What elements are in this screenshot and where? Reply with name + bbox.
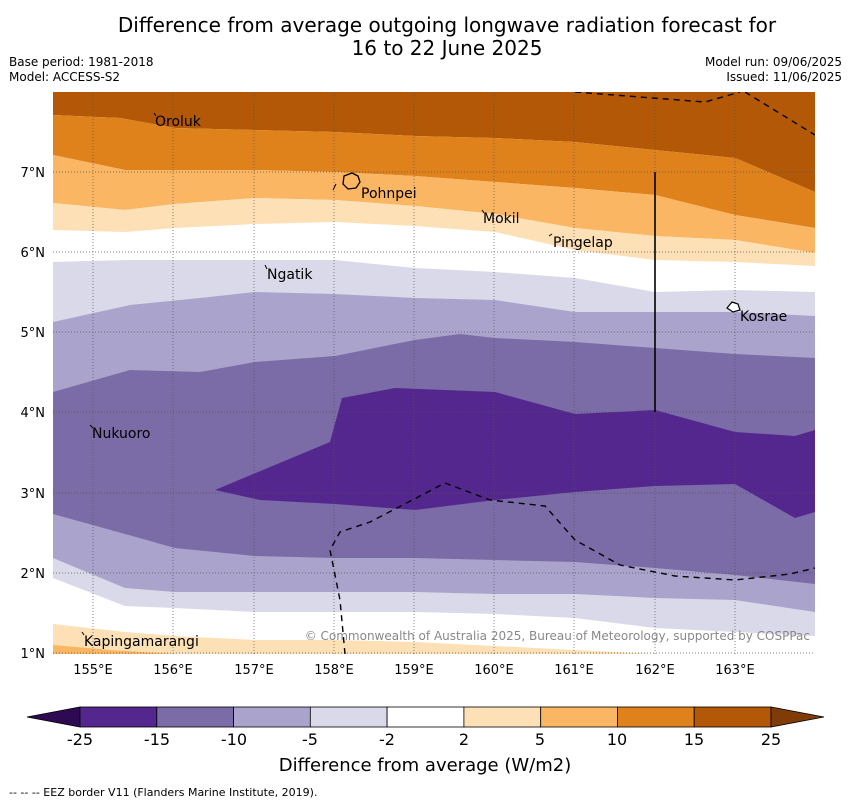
model-run: Model run: 09/06/2025 [704, 55, 842, 69]
eez-border [329, 92, 815, 654]
x-tick-label: 161°E [554, 663, 594, 678]
colorbar-label: 25 [761, 730, 781, 749]
pohnpei-reef [332, 183, 337, 191]
label-nukuoro: Nukuoro [92, 426, 150, 442]
x-tick-label: 157°E [234, 663, 274, 678]
title-line-2: 16 to 22 June 2025 [351, 36, 543, 60]
atoll-kapingamarangi [81, 631, 85, 636]
x-tick-label: 156°E [153, 663, 193, 678]
band-bottom-5-10 [53, 645, 175, 654]
band-bottom-2-5 [53, 624, 655, 654]
colorbar: -25 -15 -10 -5 -2 2 5 10 15 25 [26, 706, 825, 749]
x-axis-ticks: 155°E 156°E 157°E 158°E 159°E 160°E 161°… [73, 663, 755, 678]
x-tick-label: 159°E [394, 663, 434, 678]
colorbar-cell [463, 706, 542, 728]
band-15-25 [53, 92, 815, 192]
atoll-mokil [481, 209, 485, 214]
colorbar-cell [693, 706, 772, 728]
colorbar-label: -15 [144, 730, 170, 749]
x-tick-label: 160°E [474, 663, 514, 678]
colorbar-cell [386, 706, 465, 728]
colorbar-cell [540, 706, 618, 728]
colorbar-cell [309, 706, 388, 728]
atoll-ngatik [264, 264, 268, 270]
label-mokil: Mokil [483, 211, 520, 227]
atoll-nukuoro [89, 424, 94, 429]
atoll-oroluk [153, 112, 157, 117]
colorbar-label: 2 [459, 730, 469, 749]
meta-right: Model run: 09/06/2025 Issued: 11/06/2025 [705, 55, 842, 85]
colorbar-label: 15 [684, 730, 704, 749]
y-tick-label: 5°N [21, 326, 46, 341]
base-period: Base period: 1981-2018 [9, 55, 154, 69]
y-tick-label: 1°N [21, 647, 46, 662]
x-tick-label: 155°E [73, 663, 113, 678]
colorbar-cell [233, 706, 311, 728]
colorbar-label: -10 [221, 730, 247, 749]
copyright-note: © Commonwealth of Australia 2025, Bureau… [305, 629, 810, 643]
label-pohnpei: Pohnpei [361, 186, 417, 202]
eez-legend: -- -- -- EEZ border V11 (Flanders Marine… [9, 786, 318, 799]
x-tick-label: 163°E [715, 663, 755, 678]
colorbar-label: -2 [379, 730, 395, 749]
colorbar-cell [156, 706, 235, 728]
colorbar-cell [79, 706, 158, 728]
y-tick-label: 6°N [21, 246, 46, 261]
colorbar-label: 10 [607, 730, 627, 749]
label-pingelap: Pingelap [553, 235, 613, 251]
colorbar-labels: -25 -15 -10 -5 -2 2 5 10 15 25 [67, 730, 781, 749]
y-tick-label: 3°N [21, 487, 46, 502]
x-tick-label: 158°E [314, 663, 354, 678]
colorbar-label: -5 [302, 730, 318, 749]
y-tick-label: 2°N [21, 567, 46, 582]
issued-date: Issued: 11/06/2025 [726, 70, 842, 84]
colorbar-under-arrow [26, 706, 81, 728]
y-tick-label: 7°N [21, 166, 46, 181]
model-name: Model: ACCESS-S2 [9, 70, 121, 84]
band-neg25-neg15 [215, 388, 815, 518]
meta-left: Base period: 1981-2018 Model: ACCESS-S2 [9, 55, 154, 85]
colorbar-title: Difference from average (W/m2) [278, 755, 572, 776]
y-tick-label: 4°N [21, 406, 46, 421]
label-kapingamarangi: Kapingamarangi [84, 634, 199, 650]
grid-lines [53, 92, 815, 654]
band-5-10 [53, 155, 815, 253]
band-10-15 [53, 115, 815, 228]
colorbar-cells [79, 706, 772, 728]
pohnpei-island [342, 172, 361, 190]
colorbar-over-arrow [770, 706, 825, 728]
colorbar-label: 5 [535, 730, 545, 749]
x-tick-label: 162°E [635, 663, 675, 678]
atoll-pingelap [548, 233, 553, 237]
label-oroluk: Oroluk [155, 114, 202, 130]
contour-field: Oroluk Pohnpei Mokil Pingelap Ngatik Kos… [53, 92, 815, 654]
title-line-1: Difference from average outgoing longwav… [117, 13, 777, 37]
kosrae-island [726, 301, 741, 313]
label-ngatik: Ngatik [267, 267, 313, 283]
colorbar-label: -25 [67, 730, 93, 749]
y-axis-ticks: 7°N 6°N 5°N 4°N 3°N 2°N 1°N [21, 166, 46, 662]
band-2-5 [53, 198, 815, 266]
label-kosrae: Kosrae [740, 309, 787, 325]
colorbar-cell [617, 706, 695, 728]
map-title: Difference from average outgoing longwav… [0, 14, 850, 60]
